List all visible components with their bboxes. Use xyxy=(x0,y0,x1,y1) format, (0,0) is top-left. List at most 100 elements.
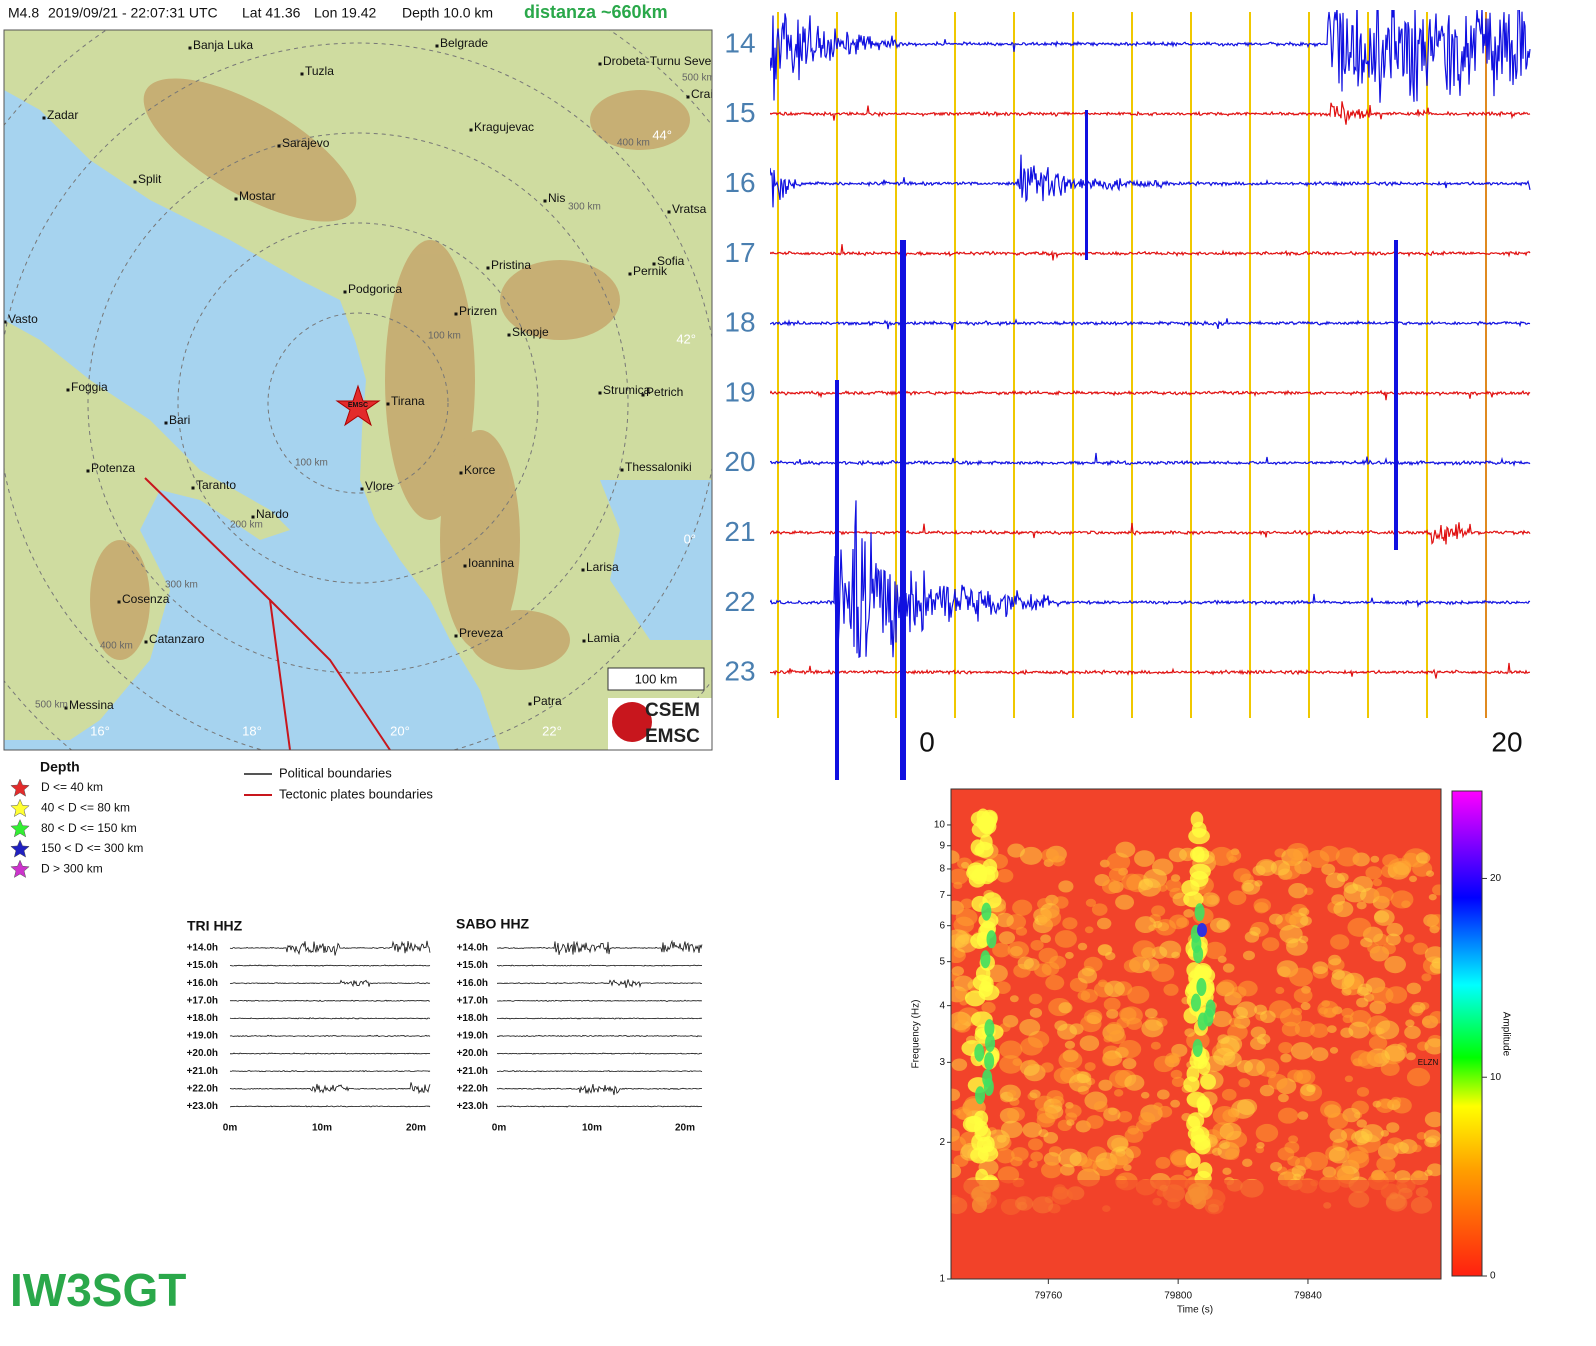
seismic-trace xyxy=(770,389,1531,401)
spectral-blob xyxy=(1221,1088,1237,1101)
hour-label: 16 xyxy=(724,167,755,198)
spectral-peak xyxy=(986,930,997,949)
city-dot xyxy=(459,471,463,475)
spectral-blob xyxy=(1404,1025,1421,1039)
spectral-blob xyxy=(1343,884,1367,903)
legend-line-label: Tectonic plates boundaries xyxy=(279,786,433,801)
spectral-peak xyxy=(984,1019,995,1038)
mini-trace xyxy=(229,1017,431,1020)
hour-label: 19 xyxy=(724,376,755,407)
spectral-blob xyxy=(1416,852,1431,864)
city-label: Cosenza xyxy=(122,592,170,606)
spectral-blob xyxy=(1356,997,1369,1008)
spectral-blob xyxy=(1122,1058,1137,1070)
spectral-blob xyxy=(1341,1007,1354,1018)
spectral-blob xyxy=(1411,1001,1426,1014)
mini-hour-label: +23.0h xyxy=(457,1101,488,1112)
city-dot xyxy=(598,62,602,66)
spectral-blob xyxy=(1289,967,1313,987)
city-label: Thessaloniki xyxy=(625,460,692,474)
spectral-blob xyxy=(1285,911,1302,925)
grid-label: 20° xyxy=(390,723,410,738)
spectral-blob xyxy=(1291,1165,1306,1177)
spectral-blob xyxy=(1382,943,1396,955)
spectral-blob xyxy=(1242,950,1255,961)
spectral-blob xyxy=(1243,1059,1266,1077)
spectral-blob xyxy=(1329,1047,1339,1054)
mini-hour-label: +17.0h xyxy=(187,995,218,1006)
spectral-blob xyxy=(951,868,969,885)
y-tick-label: 2 xyxy=(939,1137,945,1148)
y-tick-label: 9 xyxy=(939,840,945,851)
spectral-blob xyxy=(1356,1087,1370,1097)
city-dot xyxy=(117,600,121,604)
city-dot xyxy=(66,388,70,392)
spectral-blob xyxy=(1406,1067,1431,1087)
spike xyxy=(1394,240,1398,550)
spectral-blob xyxy=(1156,1089,1170,1100)
spectral-blob xyxy=(1201,895,1212,905)
city-dot xyxy=(620,468,624,472)
city-label: Patra xyxy=(533,694,562,708)
city-dot xyxy=(4,320,7,324)
spike xyxy=(1085,110,1088,260)
spectral-blob xyxy=(1007,1089,1017,1097)
city-label: Ioannina xyxy=(468,556,514,570)
city-label: Foggia xyxy=(71,380,108,394)
spectral-peak xyxy=(1197,923,1207,937)
spectral-blob xyxy=(1322,1166,1337,1178)
spectral-blob xyxy=(1213,1047,1236,1066)
spectral-blob xyxy=(1211,1010,1232,1028)
colorbar-label: Amplitude xyxy=(1500,1012,1511,1057)
spectral-blob xyxy=(1373,909,1395,926)
spectral-blob xyxy=(1104,980,1125,998)
spectral-blob xyxy=(1347,917,1372,937)
spectral-blob xyxy=(1134,850,1155,867)
spectral-band xyxy=(974,1125,991,1142)
mini-hour-label: +22.0h xyxy=(187,1083,218,1094)
spectral-blob xyxy=(1405,1019,1415,1027)
spectral-blob xyxy=(1365,866,1383,880)
spectral-blob xyxy=(1421,1018,1431,1026)
spectral-blob xyxy=(1373,886,1394,903)
header-magnitude: M4.8 xyxy=(8,5,39,21)
spectral-blob xyxy=(951,929,970,949)
italy xyxy=(4,320,290,740)
spectral-band xyxy=(964,990,986,1007)
spectral-blob xyxy=(1012,899,1033,916)
spectral-blob xyxy=(1424,1169,1433,1177)
spectral-blob xyxy=(953,916,975,934)
spectral-blob xyxy=(1406,1052,1416,1061)
mini-hour-label: +18.0h xyxy=(187,1013,218,1024)
mountains xyxy=(90,78,690,670)
spectral-blob xyxy=(1333,901,1354,918)
seismic-trace xyxy=(770,10,1531,103)
city-dot xyxy=(463,564,467,568)
spectral-blob xyxy=(1106,1021,1123,1035)
spectral-blob xyxy=(1319,845,1340,862)
spectral-blob xyxy=(1098,979,1108,988)
spectral-blob xyxy=(1428,893,1437,901)
spectral-blob xyxy=(1242,1158,1253,1167)
spectral-blob xyxy=(1138,878,1154,891)
spectral-blob xyxy=(1368,1035,1388,1051)
city-dot xyxy=(277,144,281,148)
spectral-blob xyxy=(1367,943,1381,954)
spectral-blob xyxy=(1135,916,1157,933)
city-dot xyxy=(598,391,602,395)
spectral-blob xyxy=(1372,878,1383,887)
city-label: Taranto xyxy=(196,478,236,492)
spectral-peak xyxy=(983,1077,994,1096)
spectral-blob xyxy=(951,972,960,982)
city-label: Nis xyxy=(548,191,565,205)
spectral-blob xyxy=(1232,1006,1249,1020)
spectral-blob xyxy=(1209,917,1229,933)
spectral-blob xyxy=(1387,858,1412,878)
city-label: Podgorica xyxy=(348,282,402,296)
colorbar xyxy=(1451,790,1483,1277)
spectral-blob xyxy=(1287,1155,1301,1167)
city-label: Banja Luka xyxy=(193,38,253,52)
mini-trace xyxy=(229,979,431,988)
mini-x-label: 20m xyxy=(406,1123,426,1134)
x-axis-label: Time (s) xyxy=(1177,1305,1213,1316)
